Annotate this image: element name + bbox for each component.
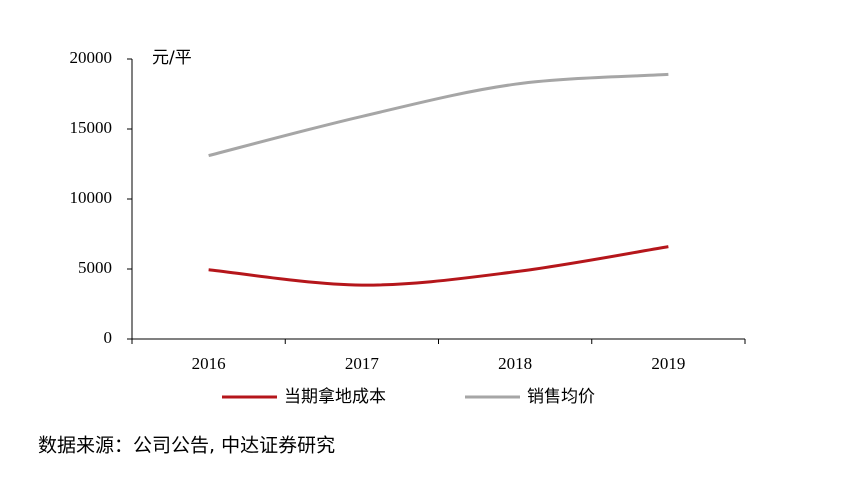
x-tick-label: 2017 [345, 354, 380, 373]
y-tick-label: 20000 [70, 48, 113, 67]
legend-label: 当期拿地成本 [284, 386, 386, 407]
source-note: 数据来源：公司公告, 中达证券研究 [38, 435, 335, 457]
y-tick-label: 0 [104, 328, 113, 347]
legend-label: 销售均价 [527, 387, 595, 407]
line-series [208, 245, 669, 287]
y-tick-label: 5000 [78, 258, 112, 277]
y-unit: 元/平 [152, 48, 192, 68]
line-series [208, 72, 669, 158]
x-tick-label: 2016 [192, 354, 226, 373]
x-tick-label: 2019 [651, 354, 685, 373]
y-tick-label: 10000 [70, 188, 113, 207]
y-tick-label: 15000 [70, 118, 113, 137]
x-tick-label: 2018 [498, 354, 532, 373]
